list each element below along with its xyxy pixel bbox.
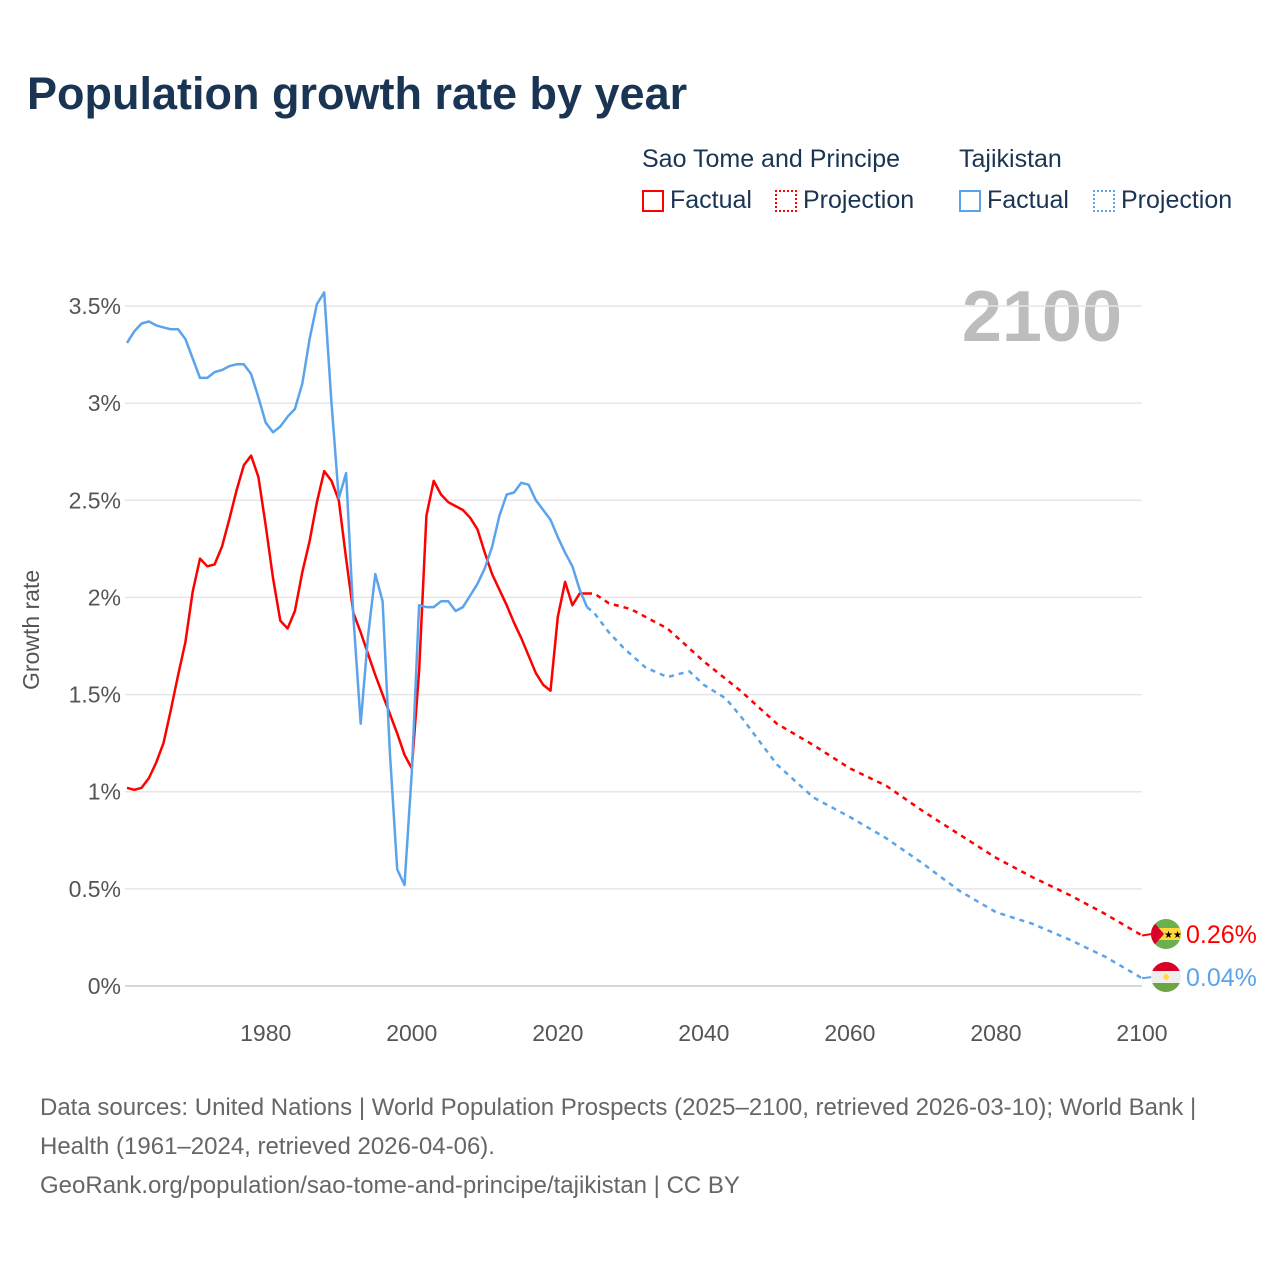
end-value-label: 0.04%	[1186, 964, 1257, 992]
x-tick-label: 2060	[824, 1020, 875, 1046]
projection-line[interactable]	[587, 592, 1143, 937]
x-tick-label: 1980	[240, 1020, 291, 1046]
legend-tjk-projection[interactable]: Projection	[1093, 186, 1232, 215]
dotted-swatch-icon	[1093, 189, 1115, 212]
legend-label: Projection	[1121, 186, 1233, 214]
legend-label: Factual	[987, 186, 1069, 214]
end-connector	[1141, 976, 1153, 980]
footer: Data sources: United Nations | World Pop…	[40, 1088, 1230, 1205]
dotted-swatch-icon	[775, 189, 797, 212]
projection-line[interactable]	[586, 606, 1143, 980]
end-value-label: 0.26%	[1186, 921, 1257, 949]
legend-label: Projection	[803, 186, 915, 214]
solid-swatch-icon	[642, 189, 664, 212]
sao-tome-flag-icon: ★★	[1151, 919, 1182, 949]
factual-line[interactable]	[125, 291, 589, 887]
x-tick-label: 2020	[532, 1020, 583, 1046]
data-sources: Data sources: United Nations | World Pop…	[40, 1094, 1197, 1160]
tajikistan-flag-icon	[1151, 962, 1181, 992]
x-tick-label: 2040	[678, 1020, 729, 1046]
y-tick-label: 2%	[88, 584, 121, 610]
y-tick-label: 3.5%	[69, 293, 121, 319]
legend-stp-factual[interactable]: Factual	[642, 186, 752, 215]
source-link[interactable]: GeoRank.org/population/sao-tome-and-prin…	[40, 1172, 740, 1199]
legend-label: Factual	[670, 186, 752, 214]
y-tick-label: 0%	[88, 973, 121, 999]
factual-line[interactable]	[126, 454, 587, 792]
x-tick-label: 2000	[386, 1020, 437, 1046]
y-tick-label: 1%	[88, 779, 121, 805]
y-tick-label: 1.5%	[69, 682, 121, 708]
svg-text:★★: ★★	[1164, 930, 1182, 941]
x-tick-label: 2080	[970, 1020, 1021, 1046]
y-tick-label: 2.5%	[69, 487, 121, 513]
legend-country-tjk: Tajikistan	[959, 145, 1062, 173]
end-connector	[1141, 933, 1153, 937]
y-tick-label: 3%	[88, 390, 121, 416]
chart-title: Population growth rate by year	[27, 68, 688, 119]
x-tick-label: 2100	[1116, 1020, 1167, 1046]
solid-swatch-icon	[959, 189, 981, 212]
current-year-label: 2100	[961, 277, 1122, 357]
legend-tjk-factual[interactable]: Factual	[959, 186, 1069, 215]
legend-stp-projection[interactable]: Projection	[775, 186, 914, 215]
legend-country-stp: Sao Tome and Principe	[642, 145, 901, 173]
y-tick-label: 0.5%	[69, 876, 121, 902]
